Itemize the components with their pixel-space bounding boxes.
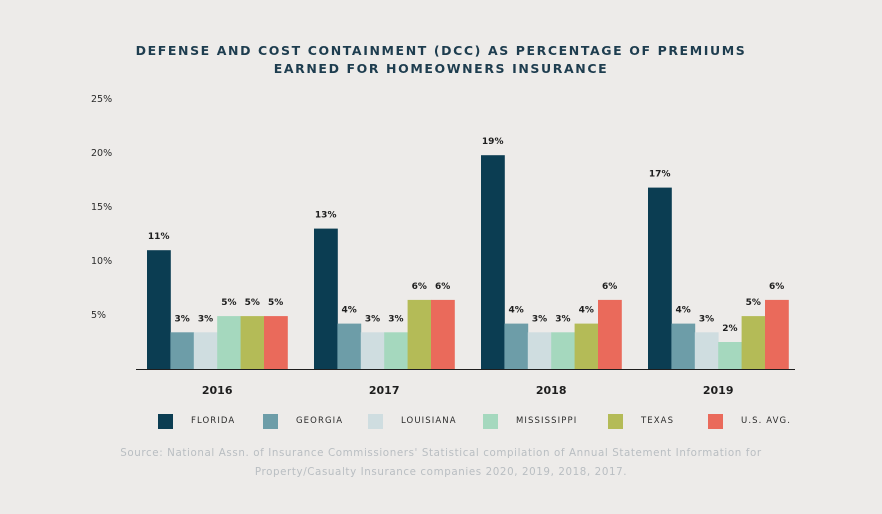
bar	[504, 323, 529, 369]
legend-label: LOUISIANA	[401, 416, 457, 426]
legend-label: MISSISSIPPI	[516, 416, 578, 426]
bar-value-label: 17%	[649, 170, 671, 180]
bar-value-label: 19%	[482, 137, 504, 147]
legend-item: GEORGIA	[263, 411, 343, 431]
bar	[384, 332, 408, 369]
legend-label: GEORGIA	[296, 416, 344, 426]
bar-value-label: 3%	[699, 314, 714, 324]
bar-value-label: 2%	[722, 324, 737, 334]
bar	[170, 332, 195, 369]
bar-value-label: 4%	[675, 306, 690, 316]
legend-swatch	[368, 413, 383, 429]
bar	[598, 299, 622, 369]
chart-title-line-2: EARNED FOR HOMEOWNERS INSURANCE	[273, 61, 609, 76]
bar	[718, 342, 742, 369]
bar-value-label: 5%	[221, 298, 236, 308]
x-tick-label: 2017	[369, 384, 400, 397]
bar-value-label: 6%	[602, 282, 617, 292]
legend-swatch	[158, 413, 173, 429]
bar-value-label: 3%	[555, 314, 570, 324]
bar-value-label: 6%	[769, 282, 784, 292]
legend-swatch	[483, 413, 498, 429]
bar-value-label: 4%	[579, 306, 594, 316]
legend-swatch	[263, 413, 278, 429]
source-line-1: Source: National Assn. of Insurance Comm…	[120, 447, 762, 459]
chart-title-line-1: DEFENSE AND COST CONTAINMENT (DCC) AS PE…	[135, 43, 747, 58]
bar	[193, 332, 218, 369]
legend: FLORIDA GEORGIA LOUISIANA MISSISSIPPI TEXAS U…	[158, 411, 818, 431]
source-note: Source: National Assn. of Insurance Comm…	[0, 444, 882, 482]
bar	[648, 187, 672, 369]
bar	[217, 316, 241, 369]
bar-value-label: 11%	[148, 232, 170, 242]
legend-label: FLORIDA	[191, 416, 236, 426]
y-tick-label: 15%	[91, 202, 112, 213]
bar-value-label: 5%	[746, 298, 761, 308]
bar-chart: 5% 10% 15% 20% 25% 11% 3% 3% 5% 5% 5% 2016 13% 4% 3% 3%…	[91, 94, 795, 397]
bar	[360, 332, 385, 369]
bar-value-label: 6%	[435, 282, 450, 292]
bar	[264, 316, 288, 369]
source-line-2: Property/Casualty Insurance companies 20…	[254, 466, 628, 478]
bar-value-label: 3%	[174, 314, 189, 324]
legend-item: U.S. AVG.	[708, 411, 791, 431]
bar	[314, 228, 338, 369]
y-tick-label: 10%	[91, 256, 112, 267]
bar	[694, 332, 719, 369]
chart-title: DEFENSE AND COST CONTAINMENT (DCC) AS PE…	[0, 42, 882, 78]
bar-value-label: 3%	[365, 314, 380, 324]
bar-value-label: 6%	[412, 282, 427, 292]
bar-value-label: 4%	[508, 306, 523, 316]
bar	[551, 332, 575, 369]
bar	[431, 299, 455, 369]
legend-item: LOUISIANA	[368, 411, 457, 431]
y-tick-label: 25%	[91, 94, 112, 105]
x-tick-label: 2019	[703, 384, 734, 397]
bar	[481, 155, 505, 369]
bar	[527, 332, 552, 369]
bar	[574, 323, 599, 369]
bar	[741, 316, 766, 369]
y-tick-label: 20%	[91, 148, 112, 159]
legend-item: TEXAS	[608, 411, 674, 431]
legend-swatch	[608, 413, 623, 429]
bar	[407, 299, 432, 369]
bar	[765, 299, 789, 369]
legend-item: FLORIDA	[158, 411, 235, 431]
bar-value-label: 5%	[245, 298, 260, 308]
bar-value-label: 3%	[532, 314, 547, 324]
bar-value-label: 13%	[315, 211, 337, 221]
legend-swatch	[708, 413, 723, 429]
bar-value-label: 3%	[388, 314, 403, 324]
y-tick-label: 5%	[91, 310, 106, 321]
x-tick-label: 2018	[536, 384, 567, 397]
bar	[671, 323, 696, 369]
bar-value-label: 5%	[268, 298, 283, 308]
bar-value-label: 4%	[341, 306, 356, 316]
x-tick-label: 2016	[202, 384, 233, 397]
legend-label: U.S. AVG.	[741, 416, 791, 426]
legend-label: TEXAS	[641, 416, 675, 426]
bar	[240, 316, 265, 369]
bar	[337, 323, 362, 369]
legend-item: MISSISSIPPI	[483, 411, 577, 431]
bar	[147, 250, 171, 369]
bar-value-label: 3%	[198, 314, 213, 324]
